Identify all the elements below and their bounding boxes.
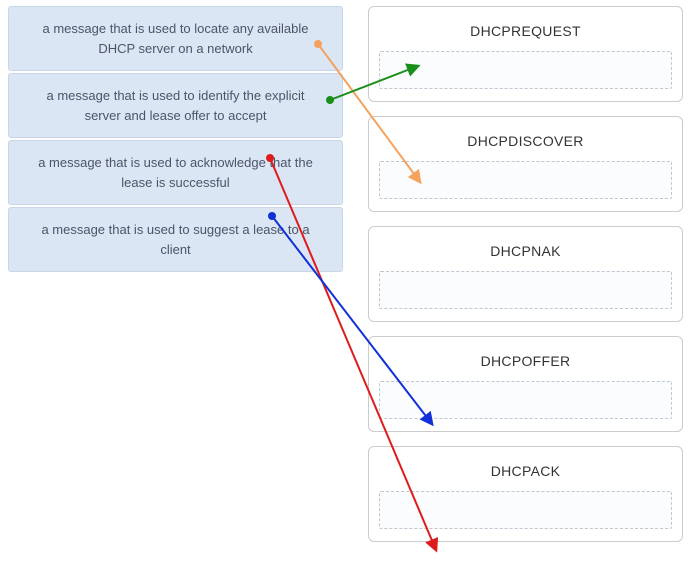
drop-zone-0[interactable] xyxy=(379,51,672,89)
source-item-text: a message that is used to acknowledge th… xyxy=(38,155,313,190)
source-item-2[interactable]: a message that is used to acknowledge th… xyxy=(8,140,343,205)
target-item-label: DHCPACK xyxy=(379,457,672,491)
source-item-3[interactable]: a message that is used to suggest a leas… xyxy=(8,207,343,272)
source-item-text: a message that is used to locate any ava… xyxy=(43,21,309,56)
target-item-label: DHCPOFFER xyxy=(379,347,672,381)
target-column: DHCPREQUEST DHCPDISCOVER DHCPNAK DHCPOFFER D… xyxy=(368,6,683,556)
target-item-0: DHCPREQUEST xyxy=(368,6,683,102)
drop-zone-4[interactable] xyxy=(379,491,672,529)
target-item-2: DHCPNAK xyxy=(368,226,683,322)
drop-zone-2[interactable] xyxy=(379,271,672,309)
target-item-label: DHCPNAK xyxy=(379,237,672,271)
source-item-0[interactable]: a message that is used to locate any ava… xyxy=(8,6,343,71)
matching-diagram: a message that is used to locate any ava… xyxy=(0,0,699,586)
target-item-4: DHCPACK xyxy=(368,446,683,542)
source-item-1[interactable]: a message that is used to identify the e… xyxy=(8,73,343,138)
target-item-label: DHCPREQUEST xyxy=(379,17,672,51)
source-item-text: a message that is used to identify the e… xyxy=(47,88,305,123)
drop-zone-1[interactable] xyxy=(379,161,672,199)
source-item-text: a message that is used to suggest a leas… xyxy=(41,222,309,257)
drop-zone-3[interactable] xyxy=(379,381,672,419)
source-column: a message that is used to locate any ava… xyxy=(8,6,343,274)
target-item-3: DHCPOFFER xyxy=(368,336,683,432)
target-item-label: DHCPDISCOVER xyxy=(379,127,672,161)
target-item-1: DHCPDISCOVER xyxy=(368,116,683,212)
